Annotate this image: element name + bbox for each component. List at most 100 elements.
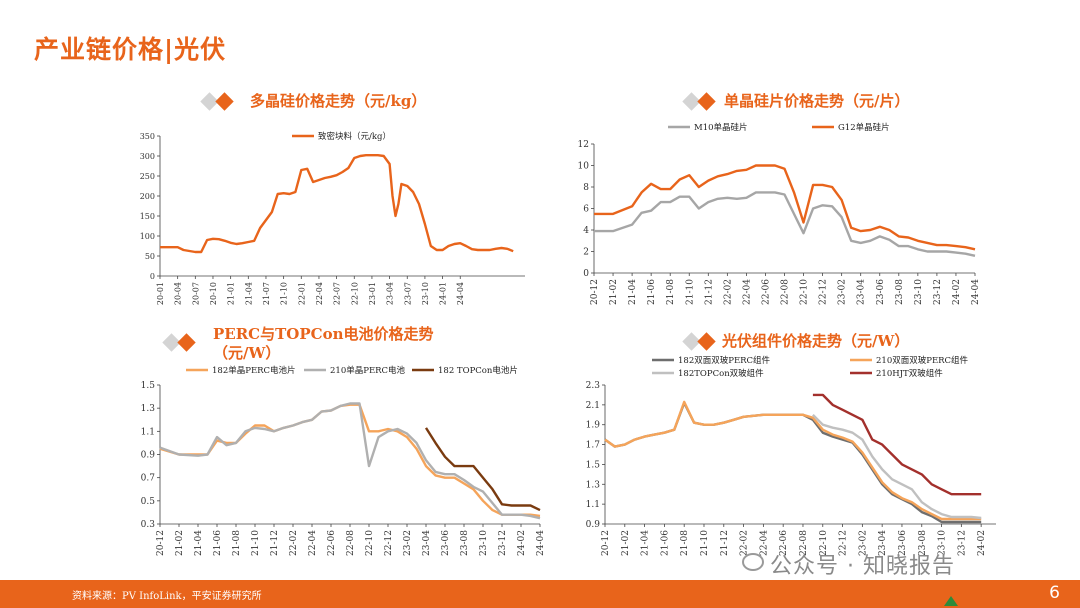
x-tick-label: 23-08 <box>918 530 928 556</box>
legend-label: 182TOPCon双玻组件 <box>678 368 764 379</box>
legend-label: G12单晶硅片 <box>838 122 890 133</box>
y-tick-label: 2.1 <box>586 401 600 411</box>
x-tick-label: 22-04 <box>742 279 752 305</box>
x-tick-label: 22-12 <box>839 530 849 556</box>
x-tick-label: 22-08 <box>781 279 791 305</box>
x-tick-label: 23-06 <box>441 530 451 556</box>
x-tick-label: 23-04 <box>422 530 432 556</box>
series-line <box>604 400 982 521</box>
x-tick-label: 24-04 <box>536 530 546 556</box>
x-tick-label: 21-12 <box>720 530 730 556</box>
y-tick-label: 12 <box>578 140 589 150</box>
x-tick-label: 23-12 <box>933 279 943 305</box>
x-tick-label: 21-06 <box>647 279 657 305</box>
x-tick-label: 22-07 <box>333 282 342 305</box>
y-tick-label: 6 <box>583 205 589 215</box>
series-line <box>812 413 982 520</box>
x-tick-label: 22-10 <box>365 530 375 556</box>
x-tick-label: 22-10 <box>800 279 810 305</box>
x-tick-label: 20-12 <box>156 530 166 556</box>
x-tick-label: 22-12 <box>819 279 829 305</box>
x-tick-label: 21-10 <box>251 530 261 556</box>
series-line <box>424 427 541 512</box>
x-tick-label: 24-02 <box>517 530 527 556</box>
y-tick-label: 50 <box>145 252 155 261</box>
x-tick-label: 22-10 <box>350 282 359 305</box>
x-tick-label: 23-02 <box>838 279 848 305</box>
x-tick-label: 21-04 <box>194 530 204 556</box>
x-tick-label: 23-06 <box>898 530 908 556</box>
x-tick-label: 23-04 <box>386 282 395 305</box>
source-note: 资料来源：PV InfoLink，平安证券研究所 <box>72 591 262 602</box>
y-tick-label: 2 <box>583 248 589 258</box>
x-tick-label: 21-07 <box>262 282 271 305</box>
y-tick-label: 0.9 <box>586 520 601 530</box>
legend-label: 182双面双玻PERC组件 <box>678 355 771 366</box>
x-tick-label: 21-12 <box>704 279 714 305</box>
x-tick-label: 22-12 <box>384 530 394 556</box>
x-tick-label: 21-02 <box>609 279 619 305</box>
x-tick-label: 21-06 <box>213 530 223 556</box>
x-tick-label: 20-12 <box>601 530 611 556</box>
y-tick-label: 0.9 <box>141 451 156 461</box>
series-line <box>594 191 976 257</box>
x-tick-label: 22-02 <box>740 530 750 556</box>
y-tick-label: 300 <box>140 152 155 161</box>
y-tick-label: 0 <box>583 269 589 279</box>
x-tick-label: 21-08 <box>680 530 690 556</box>
chart-title-module: 光伏组件价格走势（元/W） <box>722 332 910 350</box>
x-tick-label: 23-04 <box>857 279 867 305</box>
x-tick-label: 20-12 <box>590 279 600 305</box>
y-tick-label: 1.1 <box>141 427 155 437</box>
x-tick-label: 22-06 <box>327 530 337 556</box>
series-line <box>160 153 514 254</box>
x-tick-label: 21-10 <box>700 530 710 556</box>
legend-label: M10单晶硅片 <box>694 122 748 133</box>
series-line <box>594 164 976 251</box>
x-tick-label: 21-08 <box>666 279 676 305</box>
legend-label: 182 TOPCon电池片 <box>438 365 518 376</box>
series-line <box>812 393 982 496</box>
x-tick-label: 22-04 <box>315 282 324 305</box>
y-tick-label: 2.3 <box>586 381 601 391</box>
x-tick-label: 21-04 <box>628 279 638 305</box>
x-tick-label: 23-02 <box>403 530 413 556</box>
y-tick-label: 0.3 <box>141 520 156 530</box>
x-tick-label: 20-01 <box>156 282 165 305</box>
x-tick-label: 22-04 <box>759 530 769 556</box>
x-tick-label: 23-12 <box>498 530 508 556</box>
legend-label: 210单晶PERC电池 <box>330 365 406 376</box>
series-line <box>159 402 541 520</box>
x-tick-label: 21-04 <box>244 282 253 305</box>
x-tick-label: 23-12 <box>957 530 967 556</box>
page-number: 6 <box>1049 583 1060 603</box>
x-tick-label: 21-10 <box>280 282 289 305</box>
x-tick-label: 22-01 <box>297 282 306 305</box>
watermark: 公众号 · 知晓报告 <box>770 554 955 579</box>
y-tick-label: 1.3 <box>141 404 156 414</box>
x-tick-label: 24-02 <box>977 530 987 556</box>
x-tick-label: 23-04 <box>878 530 888 556</box>
chart-title-polysilicon: 多晶硅价格走势（元/kg） <box>250 92 427 110</box>
x-tick-label: 20-10 <box>209 282 218 305</box>
legend-label: 210双面双玻PERC组件 <box>876 355 969 366</box>
y-tick-label: 100 <box>140 232 155 241</box>
x-tick-label: 23-08 <box>895 279 905 305</box>
x-tick-label: 23-08 <box>460 530 470 556</box>
legend-label: 致密块料（元/kg） <box>318 131 391 142</box>
footer-bar <box>0 580 1080 608</box>
x-tick-label: 24-02 <box>952 279 962 305</box>
chart-title-wafer: 单晶硅片价格走势（元/片） <box>724 92 910 110</box>
x-tick-label: 23-07 <box>403 282 412 305</box>
x-tick-label: 22-04 <box>308 530 318 556</box>
x-tick-label: 22-08 <box>799 530 809 556</box>
x-tick-label: 21-12 <box>270 530 280 556</box>
page-title: 产业链价格|光伏 <box>34 35 227 64</box>
y-tick-label: 0.7 <box>141 474 156 484</box>
y-tick-label: 1.7 <box>586 441 601 451</box>
x-tick-label: 22-02 <box>289 530 299 556</box>
y-tick-label: 150 <box>140 212 155 221</box>
y-tick-label: 0.5 <box>141 497 156 507</box>
x-tick-label: 23-10 <box>914 279 924 305</box>
